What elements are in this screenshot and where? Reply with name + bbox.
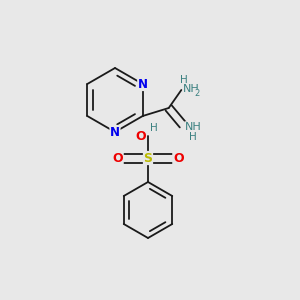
Text: NH: NH — [185, 122, 202, 132]
Text: S: S — [143, 152, 152, 164]
Text: O: O — [135, 130, 146, 142]
Text: N: N — [138, 77, 148, 91]
Text: O: O — [112, 152, 123, 164]
Text: N: N — [110, 125, 120, 139]
Text: H: H — [189, 132, 197, 142]
Text: H: H — [150, 123, 158, 133]
Text: 2: 2 — [195, 89, 200, 98]
Text: H: H — [181, 75, 188, 85]
Text: NH: NH — [183, 84, 200, 94]
Text: O: O — [173, 152, 184, 164]
